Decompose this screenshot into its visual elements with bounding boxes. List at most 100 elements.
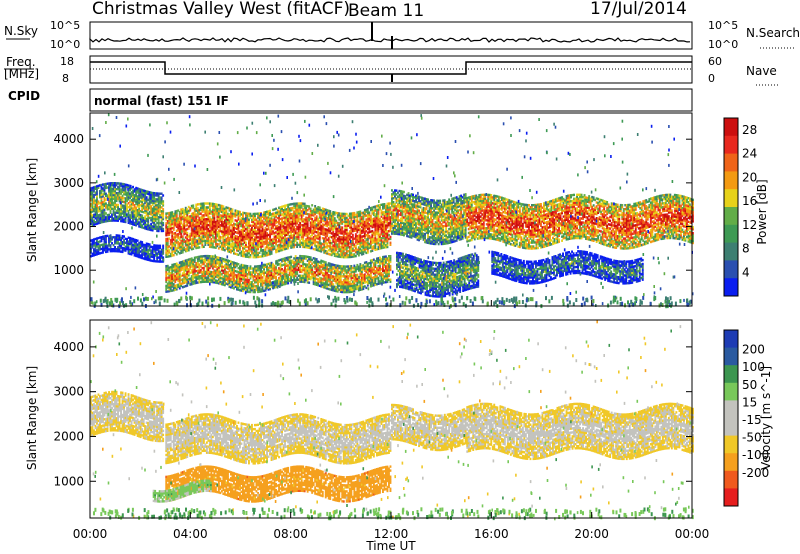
range-cell — [198, 230, 201, 233]
range-cell — [196, 203, 199, 206]
range-cell — [93, 196, 95, 199]
range-cell — [129, 208, 131, 211]
range-cell — [94, 191, 97, 194]
range-cell — [112, 197, 115, 201]
range-cell — [106, 219, 109, 223]
range-cell — [129, 206, 131, 209]
range-cell — [187, 245, 190, 248]
range-cell — [192, 224, 195, 227]
range-cell — [103, 247, 106, 250]
range-cell — [124, 205, 127, 208]
range-cell — [178, 216, 181, 220]
range-cell — [183, 248, 186, 251]
range-cell — [124, 187, 127, 190]
range-cell — [135, 188, 138, 192]
range-cell — [214, 211, 217, 214]
range-cell — [180, 228, 183, 231]
range-cell — [198, 246, 201, 249]
range-cell — [171, 217, 174, 220]
range-cell — [157, 229, 160, 233]
range-cell — [186, 220, 189, 223]
range-cell — [141, 196, 144, 200]
range-cell — [118, 217, 121, 221]
range-cell — [103, 192, 106, 196]
range-cell — [165, 234, 168, 237]
range-cell — [147, 250, 150, 254]
range-cell — [139, 250, 142, 253]
range-cell — [183, 232, 186, 236]
range-cell — [102, 187, 104, 190]
range-cell — [165, 212, 168, 215]
range-cell — [201, 202, 204, 205]
range-cell — [96, 245, 98, 248]
range-cell — [151, 255, 154, 259]
range-cell — [177, 229, 180, 232]
range-cell — [94, 185, 97, 189]
range-cell — [220, 206, 223, 210]
range-cell — [130, 191, 133, 194]
range-cell — [180, 247, 183, 251]
range-cell — [99, 236, 101, 239]
range-cell — [99, 248, 101, 251]
range-cell — [117, 219, 119, 222]
range-cell — [154, 209, 157, 213]
range-cell — [151, 207, 154, 210]
range-cell — [103, 241, 106, 244]
range-cell — [100, 183, 103, 187]
range-cell — [171, 248, 174, 251]
range-cell — [222, 224, 225, 228]
range-cell — [169, 215, 172, 218]
range-cell — [144, 215, 147, 218]
range-cell — [222, 215, 225, 218]
range-cell — [187, 243, 190, 246]
range-cell — [156, 208, 159, 211]
cpid-value: normal (fast) 151 IF — [94, 94, 229, 108]
range-cell — [198, 212, 201, 216]
range-cell — [121, 250, 124, 254]
range-cell — [156, 252, 159, 255]
range-cell — [138, 251, 141, 255]
range-cell — [112, 247, 115, 251]
range-cell — [180, 243, 183, 247]
range-cell — [129, 252, 131, 256]
range-cell — [171, 232, 174, 236]
range-cell — [111, 238, 113, 241]
range-cell — [141, 250, 144, 254]
range-cell — [109, 190, 112, 193]
range-cell — [142, 245, 145, 248]
range-cell — [136, 214, 139, 218]
range-cell — [186, 235, 189, 239]
range-cell — [193, 225, 196, 228]
range-cell — [217, 225, 220, 228]
range-cell — [141, 216, 144, 219]
range-cell — [105, 194, 107, 197]
range-cell — [189, 246, 192, 249]
range-cell — [184, 244, 187, 247]
range-cell — [213, 208, 216, 212]
range-cell — [222, 238, 225, 242]
range-cell — [136, 195, 139, 198]
range-cell — [201, 243, 204, 247]
range-cell — [90, 218, 92, 222]
range-cell — [187, 211, 190, 214]
range-cell — [142, 211, 145, 214]
range-cell — [135, 246, 138, 250]
range-cell — [129, 204, 131, 207]
range-cell — [103, 196, 106, 200]
range-cell — [99, 252, 101, 255]
range-cell — [181, 225, 184, 228]
range-cell — [108, 240, 110, 243]
range-cell — [214, 213, 217, 216]
range-cell — [220, 214, 223, 217]
range-cell — [196, 242, 199, 245]
range-cell — [127, 221, 130, 224]
range-cell — [112, 207, 115, 210]
range-cell — [105, 204, 107, 207]
range-cell — [210, 222, 213, 225]
range-cell — [118, 236, 121, 239]
range-cell — [177, 240, 180, 244]
range-cell — [211, 208, 214, 211]
range-cell — [91, 254, 94, 257]
range-cell — [90, 220, 92, 223]
range-cell — [121, 237, 124, 240]
